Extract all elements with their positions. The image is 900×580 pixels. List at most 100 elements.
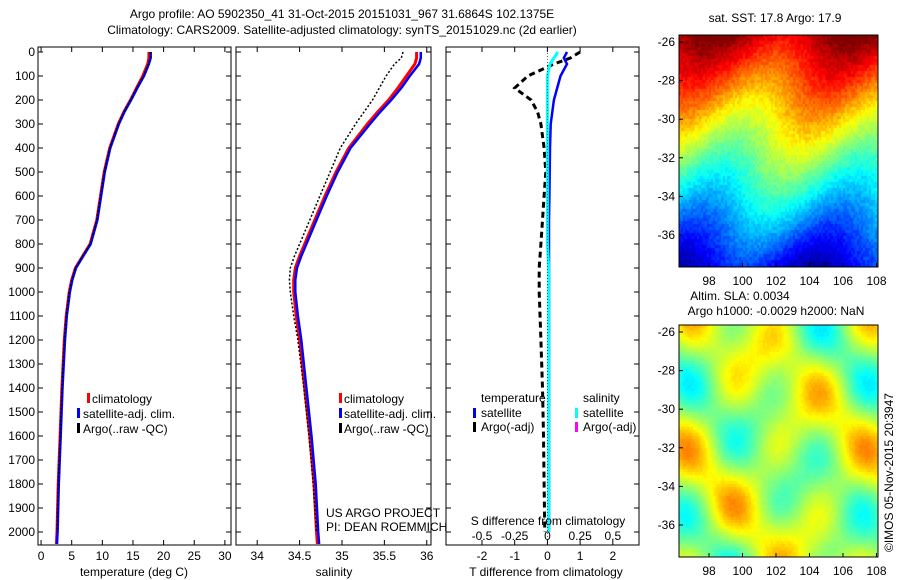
lat-tick-label: -30 <box>658 402 676 416</box>
y-tick-label: 200 <box>15 93 35 107</box>
y-tick-label: 1900 <box>8 501 35 515</box>
legend-label: Argo(-adj) <box>481 420 534 434</box>
y-tick-label: 1600 <box>8 429 35 443</box>
legend-swatch-argo <box>77 423 80 433</box>
y-tick-label: 1700 <box>8 453 35 467</box>
lat-tick-label: -34 <box>658 189 676 203</box>
x-tick-label: 25 <box>188 549 202 563</box>
lon-tick-label: 108 <box>866 274 886 288</box>
y-tick-label: 1300 <box>8 357 35 371</box>
imos-watermark: ©IMOS 05-Nov-2015 20:3947 <box>882 393 896 552</box>
lon-tick-label: 98 <box>702 564 716 578</box>
plot-frame <box>235 46 432 546</box>
y-tick-label: 1400 <box>8 381 35 395</box>
series-line-salinity-satellite <box>545 51 560 532</box>
sst-map-title: sat. SST: 17.8 Argo: 17.9 <box>709 11 842 25</box>
y-tick-label: 1100 <box>9 309 35 323</box>
x-tick-label: 5 <box>68 549 75 563</box>
lat-tick-label: -34 <box>658 479 676 493</box>
x-tick-label: 36 <box>420 549 434 563</box>
series-line-temperature-satellite <box>547 51 569 532</box>
lon-tick-label: 100 <box>732 274 752 288</box>
x-tick-label: 35.5 <box>373 549 397 563</box>
legend-swatch-t-argo <box>473 422 476 432</box>
legend-header-temperature: temperature <box>481 391 546 405</box>
y-tick-label: 300 <box>15 117 35 131</box>
x-tick-label: 30 <box>218 549 232 563</box>
legend-label: climatology <box>344 392 404 406</box>
x-tick-label: -1 <box>509 549 520 563</box>
sst-map-image <box>679 35 878 267</box>
difference-panel: -2 -1 0 1 2 -0.5 -0.25 0 0.25 0.5 <box>445 46 640 563</box>
lat-tick-label: -30 <box>658 112 676 126</box>
s-diff-tick-label: 0.25 <box>568 529 592 543</box>
series-line-satellite-adj-clim- <box>294 52 423 545</box>
legend-swatch-t-satellite <box>473 408 476 418</box>
x-tick-label: 2 <box>609 549 616 563</box>
x-tick-label: 0 <box>544 549 551 563</box>
y-tick-label: 2000 <box>8 525 35 539</box>
salinity-panel: 34 34.5 35 35.5 36 <box>235 46 434 563</box>
legend-swatch-s-satellite <box>575 408 578 418</box>
y-tick-label: 400 <box>15 141 35 155</box>
lat-tick-label: -36 <box>658 228 676 242</box>
y-tick-label: 0 <box>28 45 35 59</box>
legend-label: Argo(..raw -QC) <box>344 422 429 436</box>
credit-line-1: US ARGO PROJECT <box>326 506 441 520</box>
salinity-legend: climatology satellite-adj. clim. Argo(..… <box>339 392 436 436</box>
y-tick-label: 500 <box>15 165 35 179</box>
series-line-climatology <box>292 52 419 545</box>
s-diff-axis-label: S difference from climatology <box>471 514 626 528</box>
x-tick-label: 34.5 <box>288 549 312 563</box>
sla-map-title: Altim. SLA: 0.0034 <box>690 289 790 303</box>
lon-tick-label: 104 <box>799 564 819 578</box>
y-tick-label: 700 <box>15 213 35 227</box>
y-tick-label: 1200 <box>8 333 35 347</box>
sla-map-axes: -26 -28 -30 -32 -34 -36 98 100 102 104 106 108 <box>658 324 887 578</box>
legend-label: satellite <box>481 406 522 420</box>
s-diff-tick-label: -0.5 <box>472 529 493 543</box>
x-tick-label: 35 <box>335 549 349 563</box>
x-tick-label: 15 <box>126 549 140 563</box>
lat-tick-label: -26 <box>658 35 676 49</box>
credit-line-2: PI: DEAN ROEMMICH <box>326 520 447 534</box>
lat-tick-label: -26 <box>658 325 676 339</box>
lon-tick-label: 102 <box>766 274 786 288</box>
series-line-satellite-adj-clim- <box>55 52 152 545</box>
series-line-argo-raw-qc- <box>288 51 404 533</box>
y-tick-label: 800 <box>15 237 35 251</box>
legend-swatch-s-argo <box>575 422 578 432</box>
map-frame <box>678 34 879 268</box>
lat-tick-label: -28 <box>658 364 676 378</box>
sla-map-image <box>679 325 878 557</box>
x-tick-label: -2 <box>477 549 488 563</box>
y-tick-label: 1000 <box>8 285 35 299</box>
lon-tick-label: 106 <box>833 564 853 578</box>
y-tick-label: 100 <box>15 69 35 83</box>
legend-label: climatology <box>92 392 152 406</box>
series-line-argo-raw-qc- <box>56 51 152 533</box>
legend-swatch-argo <box>339 423 342 433</box>
y-tick-label: 1500 <box>8 405 35 419</box>
plot-frame <box>37 46 232 546</box>
t-diff-axis-label: T difference from climatology <box>469 565 623 579</box>
lon-tick-label: 100 <box>732 564 752 578</box>
lat-tick-label: -32 <box>658 151 676 165</box>
lon-tick-label: 102 <box>766 564 786 578</box>
figure-subtitle: Climatology: CARS2009. Satellite-adjuste… <box>107 23 577 37</box>
lon-tick-label: 106 <box>833 274 853 288</box>
s-diff-tick-label: 0.5 <box>604 529 621 543</box>
x-tick-label: 10 <box>96 549 110 563</box>
map-frame <box>678 324 879 558</box>
legend-label: satellite-adj. clim. <box>83 407 175 421</box>
y-tick-label: 600 <box>15 189 35 203</box>
sst-map-axes: -26 -28 -30 -32 -34 -36 98 100 102 104 106 108 <box>658 34 887 288</box>
difference-legend: temperature salinity satellite Argo(-adj… <box>473 391 636 434</box>
lat-tick-label: -32 <box>658 441 676 455</box>
legend-header-salinity: salinity <box>583 391 620 405</box>
legend-label: satellite <box>583 406 624 420</box>
legend-label: satellite-adj. clim. <box>344 407 436 421</box>
lon-tick-label: 108 <box>866 564 886 578</box>
y-tick-label: 900 <box>15 261 35 275</box>
